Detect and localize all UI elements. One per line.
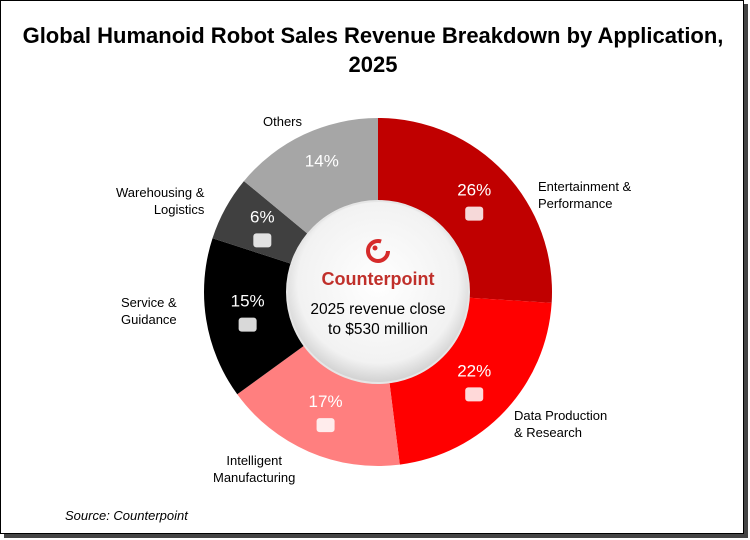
label-data-production: Data Production & Research — [514, 408, 608, 440]
slice-4 — [203, 238, 314, 395]
slice-1 — [378, 118, 552, 303]
label-others: Others — [263, 114, 303, 129]
label-service-guidance: Service & Guidance — [121, 295, 177, 327]
center-brand: Counterpoint — [322, 269, 435, 289]
label-intelligent-manufacturing: Intelligent Manufacturing — [213, 453, 296, 485]
value-label: 14% — [305, 152, 339, 171]
person-flag-icon — [238, 317, 257, 332]
factory-gear-icon — [316, 418, 335, 433]
value-label: 22% — [457, 361, 491, 380]
value-label: 6% — [250, 207, 275, 226]
center-text-line2: to $530 million — [328, 321, 428, 338]
center-circle — [286, 200, 470, 384]
chart-title: Global Humanoid Robot Sales Revenue Brea… — [22, 23, 724, 77]
database-icon — [465, 387, 484, 402]
slice-5 — [212, 181, 317, 268]
center-text-line1: 2025 revenue close — [310, 301, 445, 318]
value-label: 26% — [457, 181, 491, 200]
slice-2 — [388, 297, 552, 465]
value-label: 15% — [231, 292, 265, 311]
source-note: Source: Counterpoint — [65, 508, 188, 523]
theater-masks-icon — [465, 206, 484, 221]
label-entertainment: Entertainment & Performance — [538, 179, 632, 211]
label-warehousing-logistics: Warehousing & Logistics — [116, 185, 205, 217]
delivery-truck-icon — [253, 233, 272, 248]
value-label: 17% — [309, 392, 343, 411]
counterpoint-logo-icon — [366, 239, 390, 263]
